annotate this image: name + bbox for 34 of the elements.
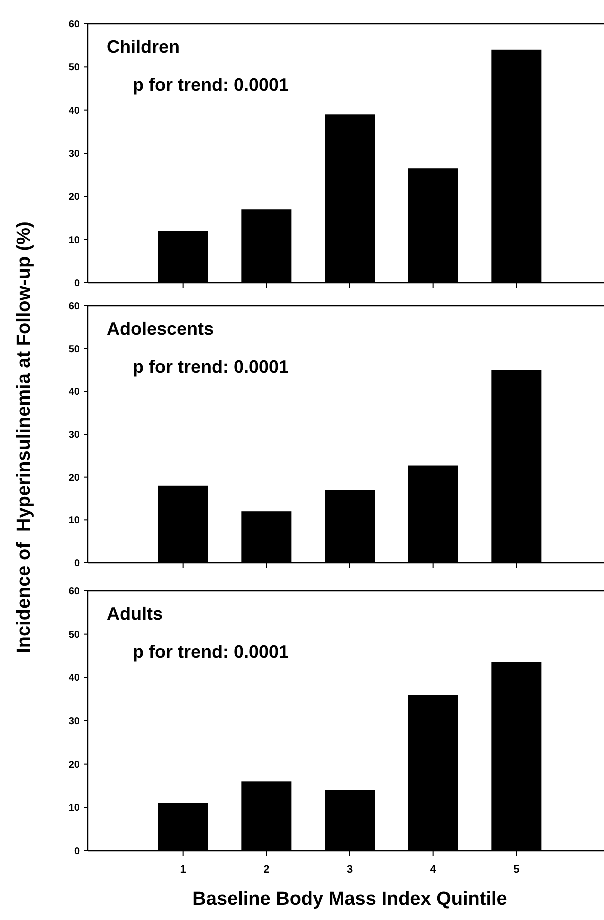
y-tick-label: 0 [74, 846, 80, 858]
y-tick-label: 10 [68, 516, 80, 527]
y-tick-label: 40 [68, 673, 80, 684]
x-tick-label: 1 [180, 864, 186, 876]
text: Children [107, 37, 180, 57]
y-tick-label: 0 [74, 558, 80, 570]
y-tick-label: 10 [68, 803, 80, 814]
y-tick-label: 50 [68, 344, 80, 356]
x-axis-title: Baseline Body Mass Index Quintile [192, 889, 508, 910]
annotation: p for trend: 0.0001 [133, 357, 290, 377]
x-tick-label: 3 [346, 864, 354, 876]
x-tick-label: 2 [264, 864, 270, 876]
y-tick-label: 60 [68, 20, 80, 30]
y-tick-label: 40 [68, 106, 80, 117]
annotation: p for trend: 0.0001 [133, 642, 290, 662]
text: Adults [107, 604, 163, 624]
y-tick-label: 50 [68, 630, 80, 641]
y-tick-label: 60 [68, 586, 80, 598]
y-axis-title: Incidence of Hyperinsulinemia at Follow-up (%) [14, 222, 35, 654]
y-tick-label: 20 [68, 760, 80, 771]
y-tick-label: 30 [68, 149, 80, 160]
y-tick-label: 20 [68, 192, 80, 204]
y-tick-label: 0 [74, 278, 80, 290]
y-tick-label: 30 [68, 430, 80, 441]
text: Adolescents [107, 319, 214, 339]
x-tick-label: 4 [430, 864, 438, 876]
x-tick-label: 5 [514, 864, 520, 876]
y-tick-label: 40 [68, 387, 80, 398]
y-tick-label: 50 [68, 62, 80, 74]
y-tick-label: 10 [68, 235, 80, 246]
y-tick-label: 30 [68, 716, 80, 728]
y-tick-label: 60 [68, 302, 80, 312]
y-tick-label: 20 [68, 472, 80, 484]
annotation: p for trend: 0.0001 [133, 75, 290, 95]
